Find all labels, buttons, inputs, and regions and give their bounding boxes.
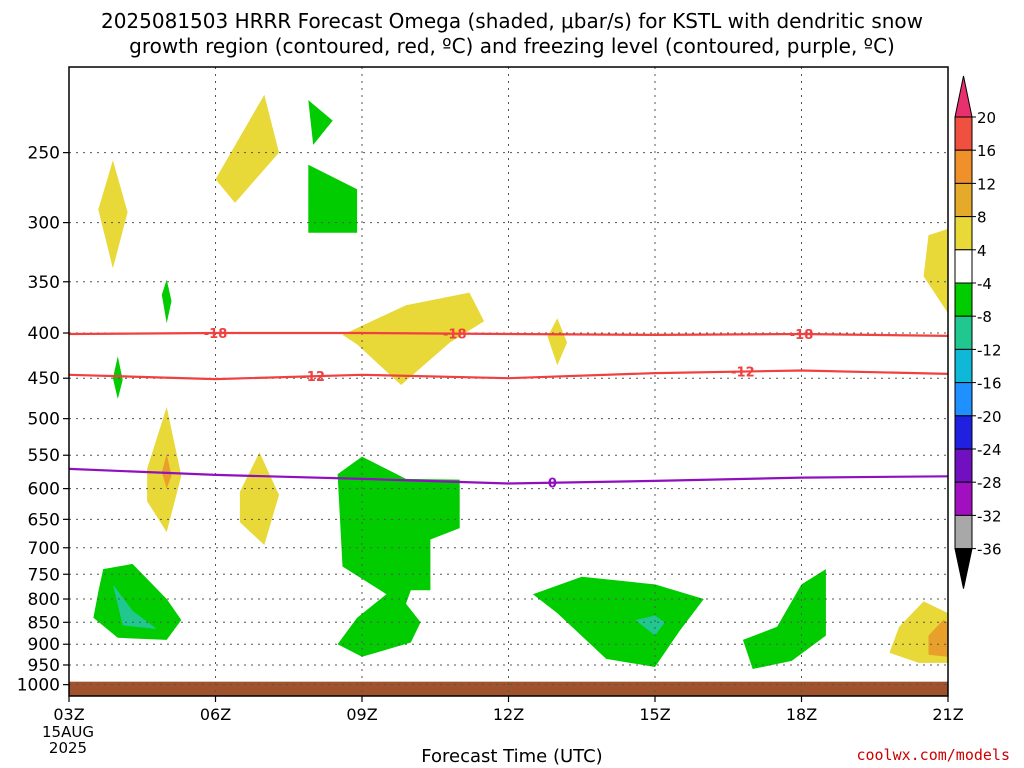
x-axis-label: Forecast Time (UTC) — [421, 746, 603, 767]
ground-fill — [69, 681, 948, 696]
omega-region-13 — [93, 563, 182, 640]
colorbar-label-11: -28 — [977, 474, 1002, 492]
colorbar-bin-11 — [954, 481, 973, 516]
colorbar-bin-6 — [954, 315, 973, 350]
colorbar-label-3: 8 — [977, 209, 987, 227]
colorbar-bin-10 — [954, 448, 973, 483]
chart-title-line1: 2025081503 HRRR Forecast Omega (shaded, … — [100, 9, 924, 33]
contour-labels: -18 -18 -18 -12 -12 0 — [204, 327, 814, 492]
y-tick-label-250: 250 — [28, 144, 60, 164]
contour-label--12-1: -12 — [731, 366, 755, 381]
contour-label--18-1: -18 — [443, 328, 467, 343]
y-tick-label-500: 500 — [28, 410, 60, 430]
contour-line-0 — [68, 467, 949, 485]
x-tick-label-18Z: 18Z — [786, 705, 817, 724]
contour-label--18-2: -18 — [790, 328, 814, 343]
y-tick-label-900: 900 — [28, 635, 60, 655]
y-tick-label-800: 800 — [28, 590, 60, 610]
colorbar-label-8: -16 — [977, 375, 1002, 393]
omega-region-19 — [928, 620, 948, 657]
omega-region-15 — [532, 576, 704, 667]
colorbar-label-12: -32 — [977, 507, 1002, 525]
y-tick-label-650: 650 — [28, 510, 60, 530]
y-tick-label-350: 350 — [28, 273, 60, 293]
y-tick-label-850: 850 — [28, 613, 60, 633]
x-tick-label-12Z: 12Z — [493, 705, 524, 724]
colorbar-label-7: -12 — [977, 341, 1002, 359]
contour-label--12-0: -12 — [301, 370, 325, 385]
credit-link[interactable]: coolwx.com/models — [856, 746, 1010, 764]
x-tick-label-06Z: 06Z — [200, 705, 231, 724]
y-tick-label-300: 300 — [28, 214, 60, 234]
y-tick-label-950: 950 — [28, 656, 60, 676]
y-tick-label-700: 700 — [28, 539, 60, 559]
y-tick-label-450: 450 — [28, 369, 60, 389]
omega-region-0 — [98, 160, 128, 269]
x-tick-label-03Z: 03Z — [53, 705, 84, 724]
ground-layer — [69, 681, 948, 696]
colorbar-label-1: 16 — [977, 142, 996, 160]
y-tick-label-600: 600 — [28, 480, 60, 500]
colorbar-bin-5 — [954, 282, 973, 317]
colorbar-label-10: -24 — [977, 441, 1002, 459]
x-tick-label-15Z: 15Z — [639, 705, 670, 724]
chart-title-line2: growth region (contoured, red, ºC) and f… — [129, 34, 895, 58]
omega-region-7 — [112, 356, 123, 399]
x-tick-label-09Z: 09Z — [346, 705, 377, 724]
omega-region-14 — [112, 584, 157, 629]
y-tick-label-550: 550 — [28, 446, 60, 466]
colorbar-top-arrow — [954, 75, 973, 118]
colorbar-bin-12 — [954, 514, 973, 550]
y-axis: 2503003504004505005506006507007508008509… — [17, 144, 69, 696]
omega-region-1 — [215, 94, 279, 203]
contour-line--12 — [68, 369, 949, 381]
colorbar-bin-3 — [954, 216, 973, 251]
omega-region-4 — [161, 279, 172, 324]
x-start-date-0: 15AUG — [42, 723, 94, 741]
colorbar-bin-2 — [954, 182, 973, 218]
omega-region-16 — [635, 615, 665, 636]
contour-label-0-0: 0 — [548, 477, 557, 492]
contour-label--18-0: -18 — [204, 327, 228, 342]
colorbar-label-0: 20 — [977, 109, 996, 127]
omega-region-6 — [547, 318, 568, 366]
colorbar-bin-0 — [954, 116, 973, 151]
omega-region-12 — [337, 456, 460, 657]
omega-region-9 — [161, 453, 172, 489]
colorbar-bin-4 — [954, 249, 973, 284]
colorbar-label-13: -36 — [977, 541, 1002, 559]
colorbar-bin-9 — [954, 415, 973, 450]
x-start-date-1: 2025 — [49, 739, 87, 757]
omega-region-2 — [308, 100, 333, 145]
y-tick-label-750: 750 — [28, 565, 60, 585]
colorbar-label-5: -4 — [977, 275, 992, 293]
y-tick-label-1000: 1000 — [17, 676, 60, 696]
colorbar-bin-7 — [954, 348, 973, 384]
colorbar: 20 16 12 8 4 -4 -8 -12 -16 -20 -24 -28 -32 -36 — [954, 75, 1002, 589]
colorbar-label-9: -20 — [977, 408, 1002, 426]
contour-line--18 — [68, 331, 949, 337]
y-tick-label-400: 400 — [28, 324, 60, 344]
colorbar-label-2: 12 — [977, 175, 996, 193]
omega-region-3 — [308, 164, 358, 233]
contour-lines — [68, 331, 949, 485]
colorbar-bin-1 — [954, 149, 973, 184]
colorbar-label-4: 4 — [977, 242, 987, 260]
omega-region-5 — [342, 292, 485, 385]
x-tick-label-21Z: 21Z — [932, 705, 963, 724]
omega-region-11 — [923, 228, 948, 314]
colorbar-label-6: -8 — [977, 308, 992, 326]
colorbar-bottom-arrow — [954, 548, 973, 589]
colorbar-bin-8 — [954, 382, 973, 417]
